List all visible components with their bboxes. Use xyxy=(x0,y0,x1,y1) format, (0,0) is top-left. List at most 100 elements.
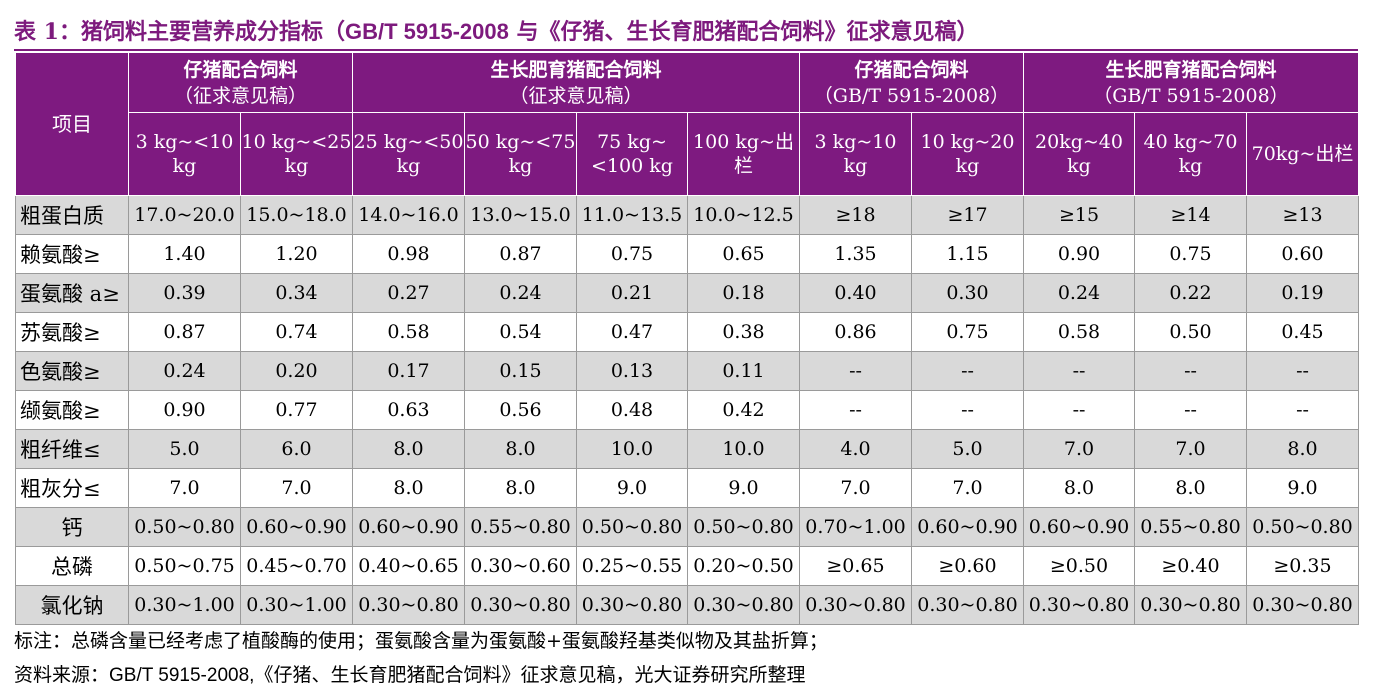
table-cell: 0.74 xyxy=(240,312,353,352)
row-label: 钙 xyxy=(15,507,129,547)
table-cell: -- xyxy=(1134,390,1247,430)
table-cell: ≥18 xyxy=(799,195,912,235)
table-cell: 7.0 xyxy=(240,468,353,508)
table-cell: 0.56 xyxy=(464,390,577,430)
table-cell: 0.30~0.80 xyxy=(576,585,688,625)
table-cell: 1.20 xyxy=(240,234,353,274)
table-cell: ≥0.60 xyxy=(911,546,1024,586)
table-cell: 9.0 xyxy=(576,468,688,508)
table-cell: 0.11 xyxy=(687,351,800,391)
table-cell: -- xyxy=(1023,390,1135,430)
table-cell: 5.0 xyxy=(128,429,241,469)
table-cell: 8.0 xyxy=(1023,468,1135,508)
column-header: 75 kg~<100 kg xyxy=(576,112,688,196)
table-cell: 0.75 xyxy=(576,234,688,274)
table-cell: 0.30~0.80 xyxy=(1134,585,1247,625)
table-cell: 7.0 xyxy=(799,468,912,508)
table-cell: 0.65 xyxy=(687,234,800,274)
group-subtitle: （征求意见稿） xyxy=(509,84,643,107)
title-prefix: 表 1：猪饲料主要营养成分指标（ xyxy=(14,19,345,45)
table-cell: 10.0 xyxy=(576,429,688,469)
table-cell: -- xyxy=(1246,390,1359,430)
table-cell: 0.42 xyxy=(687,390,800,430)
column-header: 10 kg~<25 kg xyxy=(240,112,353,196)
table-cell: 0.30 xyxy=(911,273,1024,313)
table-cell: 7.0 xyxy=(911,468,1024,508)
table-cell: 7.0 xyxy=(1134,429,1247,469)
table-cell: 0.87 xyxy=(464,234,577,274)
table-cell: 0.30~0.60 xyxy=(464,546,577,586)
title-suffix: 与《仔猪、生长育肥猪配合饲料》征求意见稿） xyxy=(508,19,979,45)
table-cell: 1.35 xyxy=(799,234,912,274)
table-cell: 0.54 xyxy=(464,312,577,352)
row-label: 赖氨酸≥ xyxy=(15,234,129,274)
table-cell: 0.87 xyxy=(128,312,241,352)
table-cell: 0.58 xyxy=(352,312,465,352)
group-subtitle: （GB/T 5915-2008） xyxy=(813,84,1010,107)
table-row: 蛋氨酸 a≥ 0.39 0.34 0.27 0.24 0.21 0.18 0.40 0.30 0.… xyxy=(15,273,1359,313)
source-standard: GB/T 5915-2008, xyxy=(109,665,255,686)
table-cell: 0.60~0.90 xyxy=(240,507,353,547)
table-cell: 11.0~13.5 xyxy=(576,195,688,235)
table-cell: -- xyxy=(799,390,912,430)
table-row: 总磷 0.50~0.75 0.45~0.70 0.40~0.65 0.30~0.60 0.… xyxy=(15,546,1359,586)
table-cell: 9.0 xyxy=(687,468,800,508)
header-group: 生长肥育猪配合饲料 （GB/T 5915-2008） xyxy=(1023,52,1359,113)
table-cell: 0.25~0.55 xyxy=(576,546,688,586)
table-cell: -- xyxy=(799,351,912,391)
nutrient-table: 项目 仔猪配合饲料 （征求意见稿） 生长肥育猪配合饲料 （征求意见稿） 仔猪配合饲料… xyxy=(15,52,1359,625)
table-cell: ≥14 xyxy=(1134,195,1247,235)
table-row: 赖氨酸≥ 1.40 1.20 0.98 0.87 0.75 0.65 1.35 1.15 0.90… xyxy=(15,234,1359,274)
table-cell: 0.55~0.80 xyxy=(464,507,577,547)
table-title: 表 1：猪饲料主要营养成分指标（GB/T 5915-2008 与《仔猪、生长育肥… xyxy=(14,14,979,50)
table-cell: 13.0~15.0 xyxy=(464,195,577,235)
table-row: 氯化钠 0.30~1.00 0.30~1.00 0.30~0.80 0.30~0.80 0… xyxy=(15,585,1359,625)
table-cell: 8.0 xyxy=(1246,429,1359,469)
table-cell: 7.0 xyxy=(1023,429,1135,469)
table-cell: 0.30~0.80 xyxy=(1023,585,1135,625)
source-label: 资料来源： xyxy=(14,664,110,686)
table-cell: 0.30~1.00 xyxy=(240,585,353,625)
table-cell: 0.20 xyxy=(240,351,353,391)
table-cell: 0.86 xyxy=(799,312,912,352)
column-header: 70kg~出栏 xyxy=(1246,112,1359,196)
table-cell: 0.70~1.00 xyxy=(799,507,912,547)
table-cell: 0.90 xyxy=(128,390,241,430)
table-cell: 8.0 xyxy=(464,468,577,508)
table-cell: -- xyxy=(1023,351,1135,391)
title-standard: GB/T 5915-2008 xyxy=(344,19,509,44)
source-text: 《仔猪、生长育肥猪配合饲料》征求意见稿，光大证券研究所整理 xyxy=(254,664,806,686)
table-cell: 0.17 xyxy=(352,351,465,391)
table-row: 粗纤维≤ 5.0 6.0 8.0 8.0 10.0 10.0 4.0 5.0 7.0 7.0 8.0 xyxy=(15,429,1359,469)
table-cell: 8.0 xyxy=(464,429,577,469)
table-cell: 0.40~0.65 xyxy=(352,546,465,586)
table-row: 缬氨酸≥ 0.90 0.77 0.63 0.56 0.48 0.42 -- -- -- -- -- xyxy=(15,390,1359,430)
group-title: 仔猪配合饲料 xyxy=(183,58,298,81)
column-header: 20kg~40 kg xyxy=(1023,112,1135,196)
table-cell: 0.27 xyxy=(352,273,465,313)
table-cell: 0.40 xyxy=(799,273,912,313)
table-cell: 0.98 xyxy=(352,234,465,274)
table-row: 钙 0.50~0.80 0.60~0.90 0.60~0.90 0.55~0.80 0.5… xyxy=(15,507,1359,547)
table-cell: 0.34 xyxy=(240,273,353,313)
table-cell: 0.30~0.80 xyxy=(1246,585,1359,625)
table-row: 色氨酸≥ 0.24 0.20 0.17 0.15 0.13 0.11 -- -- -- -- -- xyxy=(15,351,1359,391)
table-cell: 0.30~1.00 xyxy=(128,585,241,625)
table-cell: 0.24 xyxy=(128,351,241,391)
table-cell: 0.50 xyxy=(1134,312,1247,352)
table-cell: 1.40 xyxy=(128,234,241,274)
table-cell: 10.0~12.5 xyxy=(687,195,800,235)
table-cell: 0.13 xyxy=(576,351,688,391)
row-label: 粗蛋白质 xyxy=(15,195,129,235)
table-cell: 6.0 xyxy=(240,429,353,469)
table-cell: 0.30~0.80 xyxy=(799,585,912,625)
table-cell: 0.60 xyxy=(1246,234,1359,274)
table-cell: 0.60~0.90 xyxy=(1023,507,1135,547)
table-cell: 0.48 xyxy=(576,390,688,430)
header-group: 仔猪配合饲料 （GB/T 5915-2008） xyxy=(799,52,1024,113)
column-header: 100 kg~出栏 xyxy=(687,112,800,196)
group-subtitle: （GB/T 5915-2008） xyxy=(1093,84,1289,107)
table-cell: 8.0 xyxy=(352,429,465,469)
group-subtitle: （征求意见稿） xyxy=(173,84,307,107)
table-cell: 0.38 xyxy=(687,312,800,352)
